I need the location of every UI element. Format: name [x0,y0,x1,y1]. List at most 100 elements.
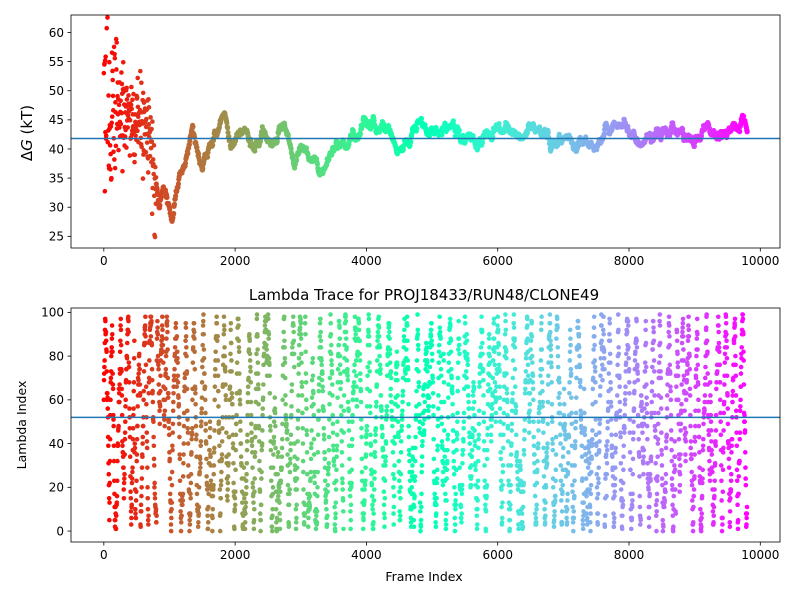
lambda-point [393,371,399,376]
lambda-point [282,355,288,361]
lambda-point [592,364,598,370]
lambda-point [412,458,418,464]
lambda-point [319,362,324,368]
lambda-point [499,520,505,525]
lambda-point [598,355,604,361]
lambda-point [419,491,424,497]
lambda-point [151,443,157,449]
lambda-point [130,436,136,442]
delta-g-x-tick-label: 0 [100,254,108,268]
lambda-point [316,417,321,422]
lambda-point [669,458,675,464]
lambda-point [615,362,620,368]
lambda-point [161,412,167,418]
lambda-point [604,471,610,477]
lambda-point [613,450,618,455]
delta-g-point [135,128,140,134]
lambda-point [246,375,251,381]
delta-g-point [132,152,138,158]
lambda-point [122,476,127,481]
lambda-point [689,482,695,488]
lambda-point [734,430,739,435]
lambda-point [250,480,256,486]
lambda-point [211,482,216,488]
lambda-point [233,447,239,453]
lambda-point [241,465,247,470]
lambda-point [686,327,692,333]
lambda-point [522,428,527,433]
lambda-point [378,366,383,372]
lambda-point [509,408,515,414]
lambda-point [270,506,275,512]
lambda-point [434,480,440,486]
lambda-point [440,482,446,488]
lambda-point [293,526,299,532]
lambda-point [424,345,430,350]
lambda-point [277,526,283,532]
lambda-point [734,467,740,473]
lambda-point [629,504,635,510]
lambda-point [122,430,128,435]
lambda-point [577,377,583,383]
delta-g-point [545,129,551,136]
lambda-point [467,441,473,446]
lambda-point [387,347,393,352]
lambda-point [330,421,336,427]
lambda-point [503,327,509,333]
lambda-point [289,345,295,350]
lambda-point [722,351,728,357]
lambda-point [695,382,701,387]
lambda-point [552,513,557,519]
lambda-point [189,425,195,431]
lambda-point [476,408,482,414]
lambda-point [314,509,320,514]
lambda-point [603,452,609,457]
lambda-point [694,353,699,359]
lambda-point [145,465,150,470]
lambda-point [341,393,347,398]
lambda-point [599,362,605,368]
lambda-point [554,336,559,341]
lambda-point [654,528,659,534]
lambda-point [558,478,564,484]
lambda-point [582,445,588,451]
lambda-point [227,384,233,390]
lambda-point [169,482,175,488]
lambda-point [535,441,541,446]
lambda-point [340,498,346,503]
lambda-point [180,498,186,503]
lambda-point [492,388,498,394]
lambda-point [653,502,659,508]
lambda-point [186,463,191,468]
delta-g-point [149,139,155,144]
lambda-point [117,399,122,405]
lambda-point [740,316,746,322]
lambda-point [406,401,411,407]
lambda-point [219,469,224,475]
lambda-point [702,393,708,398]
lambda-point [374,358,380,363]
delta-g-point [185,150,191,157]
lambda-point [547,312,553,317]
lambda-point [644,395,649,400]
lambda-point [336,318,342,324]
lambda-point [709,452,715,457]
lambda-point [452,485,457,490]
lambda-point [630,498,635,503]
lambda-point [398,471,404,477]
lambda-point [299,351,304,357]
lambda-point [485,432,490,438]
lambda-point [205,526,211,532]
lambda-point [218,482,224,488]
lambda-point [236,316,241,322]
lambda-point [654,509,659,514]
lambda-point [282,375,288,381]
lambda-point [214,338,220,344]
lambda-point [601,314,606,320]
lambda-point [107,500,112,505]
lambda-point [657,323,663,328]
lambda-point [410,463,415,468]
lambda-point [647,471,653,477]
lambda-point [177,478,183,484]
lambda-point [489,412,495,418]
